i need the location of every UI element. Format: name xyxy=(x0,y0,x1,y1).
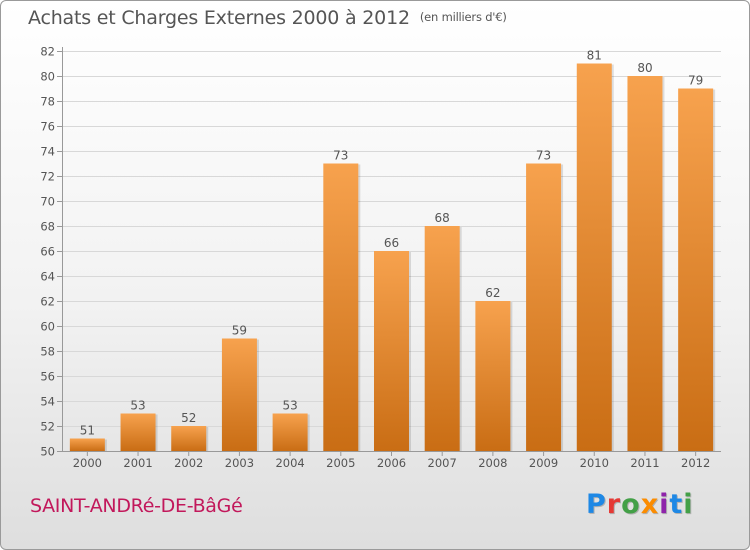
bar xyxy=(171,426,207,451)
y-tick-label: 72 xyxy=(40,170,55,184)
x-tick-label: 2012 xyxy=(681,456,710,470)
data-label: 80 xyxy=(637,61,652,75)
y-tick-label: 78 xyxy=(40,95,55,109)
y-tick-label: 70 xyxy=(40,195,55,209)
x-tick-label: 2008 xyxy=(478,456,507,470)
bar xyxy=(424,226,460,451)
title-text: Achats et Charges Externes 2000 à 2012 xyxy=(28,7,410,29)
x-tick-label: 2010 xyxy=(580,456,609,470)
y-tick-label: 82 xyxy=(40,45,55,59)
logo-letter: t xyxy=(669,489,684,520)
labels: 50 52 54 56 58 60 62 64 66 68 70 72 74 76 78 80 82 2000 51… xyxy=(40,45,710,471)
chart-title: Achats et Charges Externes 2000 à 2012 (e… xyxy=(28,7,507,29)
bar xyxy=(576,63,612,451)
data-label: 51 xyxy=(80,424,95,438)
x-tick-label: 2003 xyxy=(225,456,254,470)
y-tick-label: 50 xyxy=(40,445,55,459)
logo-letter: r xyxy=(606,489,622,520)
y-tick-label: 52 xyxy=(40,420,55,434)
data-label: 62 xyxy=(485,286,500,300)
data-label: 68 xyxy=(435,211,450,225)
data-label: 79 xyxy=(688,74,703,88)
logo-letter: i xyxy=(659,489,670,520)
x-tick-label: 2007 xyxy=(428,456,457,470)
y-tick-label: 76 xyxy=(40,120,55,134)
x-tick-label: 2011 xyxy=(630,456,659,470)
data-label: 52 xyxy=(181,411,196,425)
bar xyxy=(69,438,105,451)
logo-letter: P xyxy=(586,489,607,520)
bar xyxy=(627,76,663,451)
bar xyxy=(120,413,156,451)
y-tick-label: 64 xyxy=(40,270,55,284)
x-tick-label: 2004 xyxy=(275,456,304,470)
y-tick-label: 60 xyxy=(40,320,55,334)
data-label: 81 xyxy=(587,49,602,63)
x-tick-label: 2000 xyxy=(73,456,102,470)
bar xyxy=(323,163,359,451)
axes xyxy=(57,47,721,456)
logo-letter: x xyxy=(640,489,660,520)
bar xyxy=(475,301,511,451)
logo-letter: o xyxy=(621,489,641,520)
data-label: 53 xyxy=(130,399,145,413)
x-tick-label: 2005 xyxy=(326,456,355,470)
y-tick-label: 80 xyxy=(40,70,55,84)
x-tick-label: 2009 xyxy=(529,456,558,470)
y-tick-label: 68 xyxy=(40,220,55,234)
bar xyxy=(272,413,308,451)
x-tick-label: 2006 xyxy=(377,456,406,470)
x-tick-label: 2001 xyxy=(123,456,152,470)
bar xyxy=(221,338,257,451)
y-tick-label: 74 xyxy=(40,145,55,159)
data-label: 59 xyxy=(232,324,247,338)
data-label: 73 xyxy=(536,149,551,163)
bar xyxy=(526,163,562,451)
data-label: 66 xyxy=(384,236,399,250)
bar xyxy=(678,88,714,451)
title-unit: (en milliers d'€) xyxy=(419,10,507,24)
y-tick-label: 66 xyxy=(40,245,55,259)
y-tick-label: 56 xyxy=(40,370,55,384)
y-tick-label: 54 xyxy=(40,395,55,409)
y-tick-label: 58 xyxy=(40,345,55,359)
proxiti-logo[interactable]: Proxiti xyxy=(586,489,694,520)
bars xyxy=(69,63,716,451)
y-tick-label: 62 xyxy=(40,295,55,309)
commune-name: SAINT-ANDRé-DE-BâGé xyxy=(30,495,243,517)
data-label: 53 xyxy=(282,399,297,413)
x-tick-label: 2002 xyxy=(174,456,203,470)
data-label: 73 xyxy=(333,149,348,163)
logo-letter: i xyxy=(683,489,694,520)
bar xyxy=(374,251,409,451)
